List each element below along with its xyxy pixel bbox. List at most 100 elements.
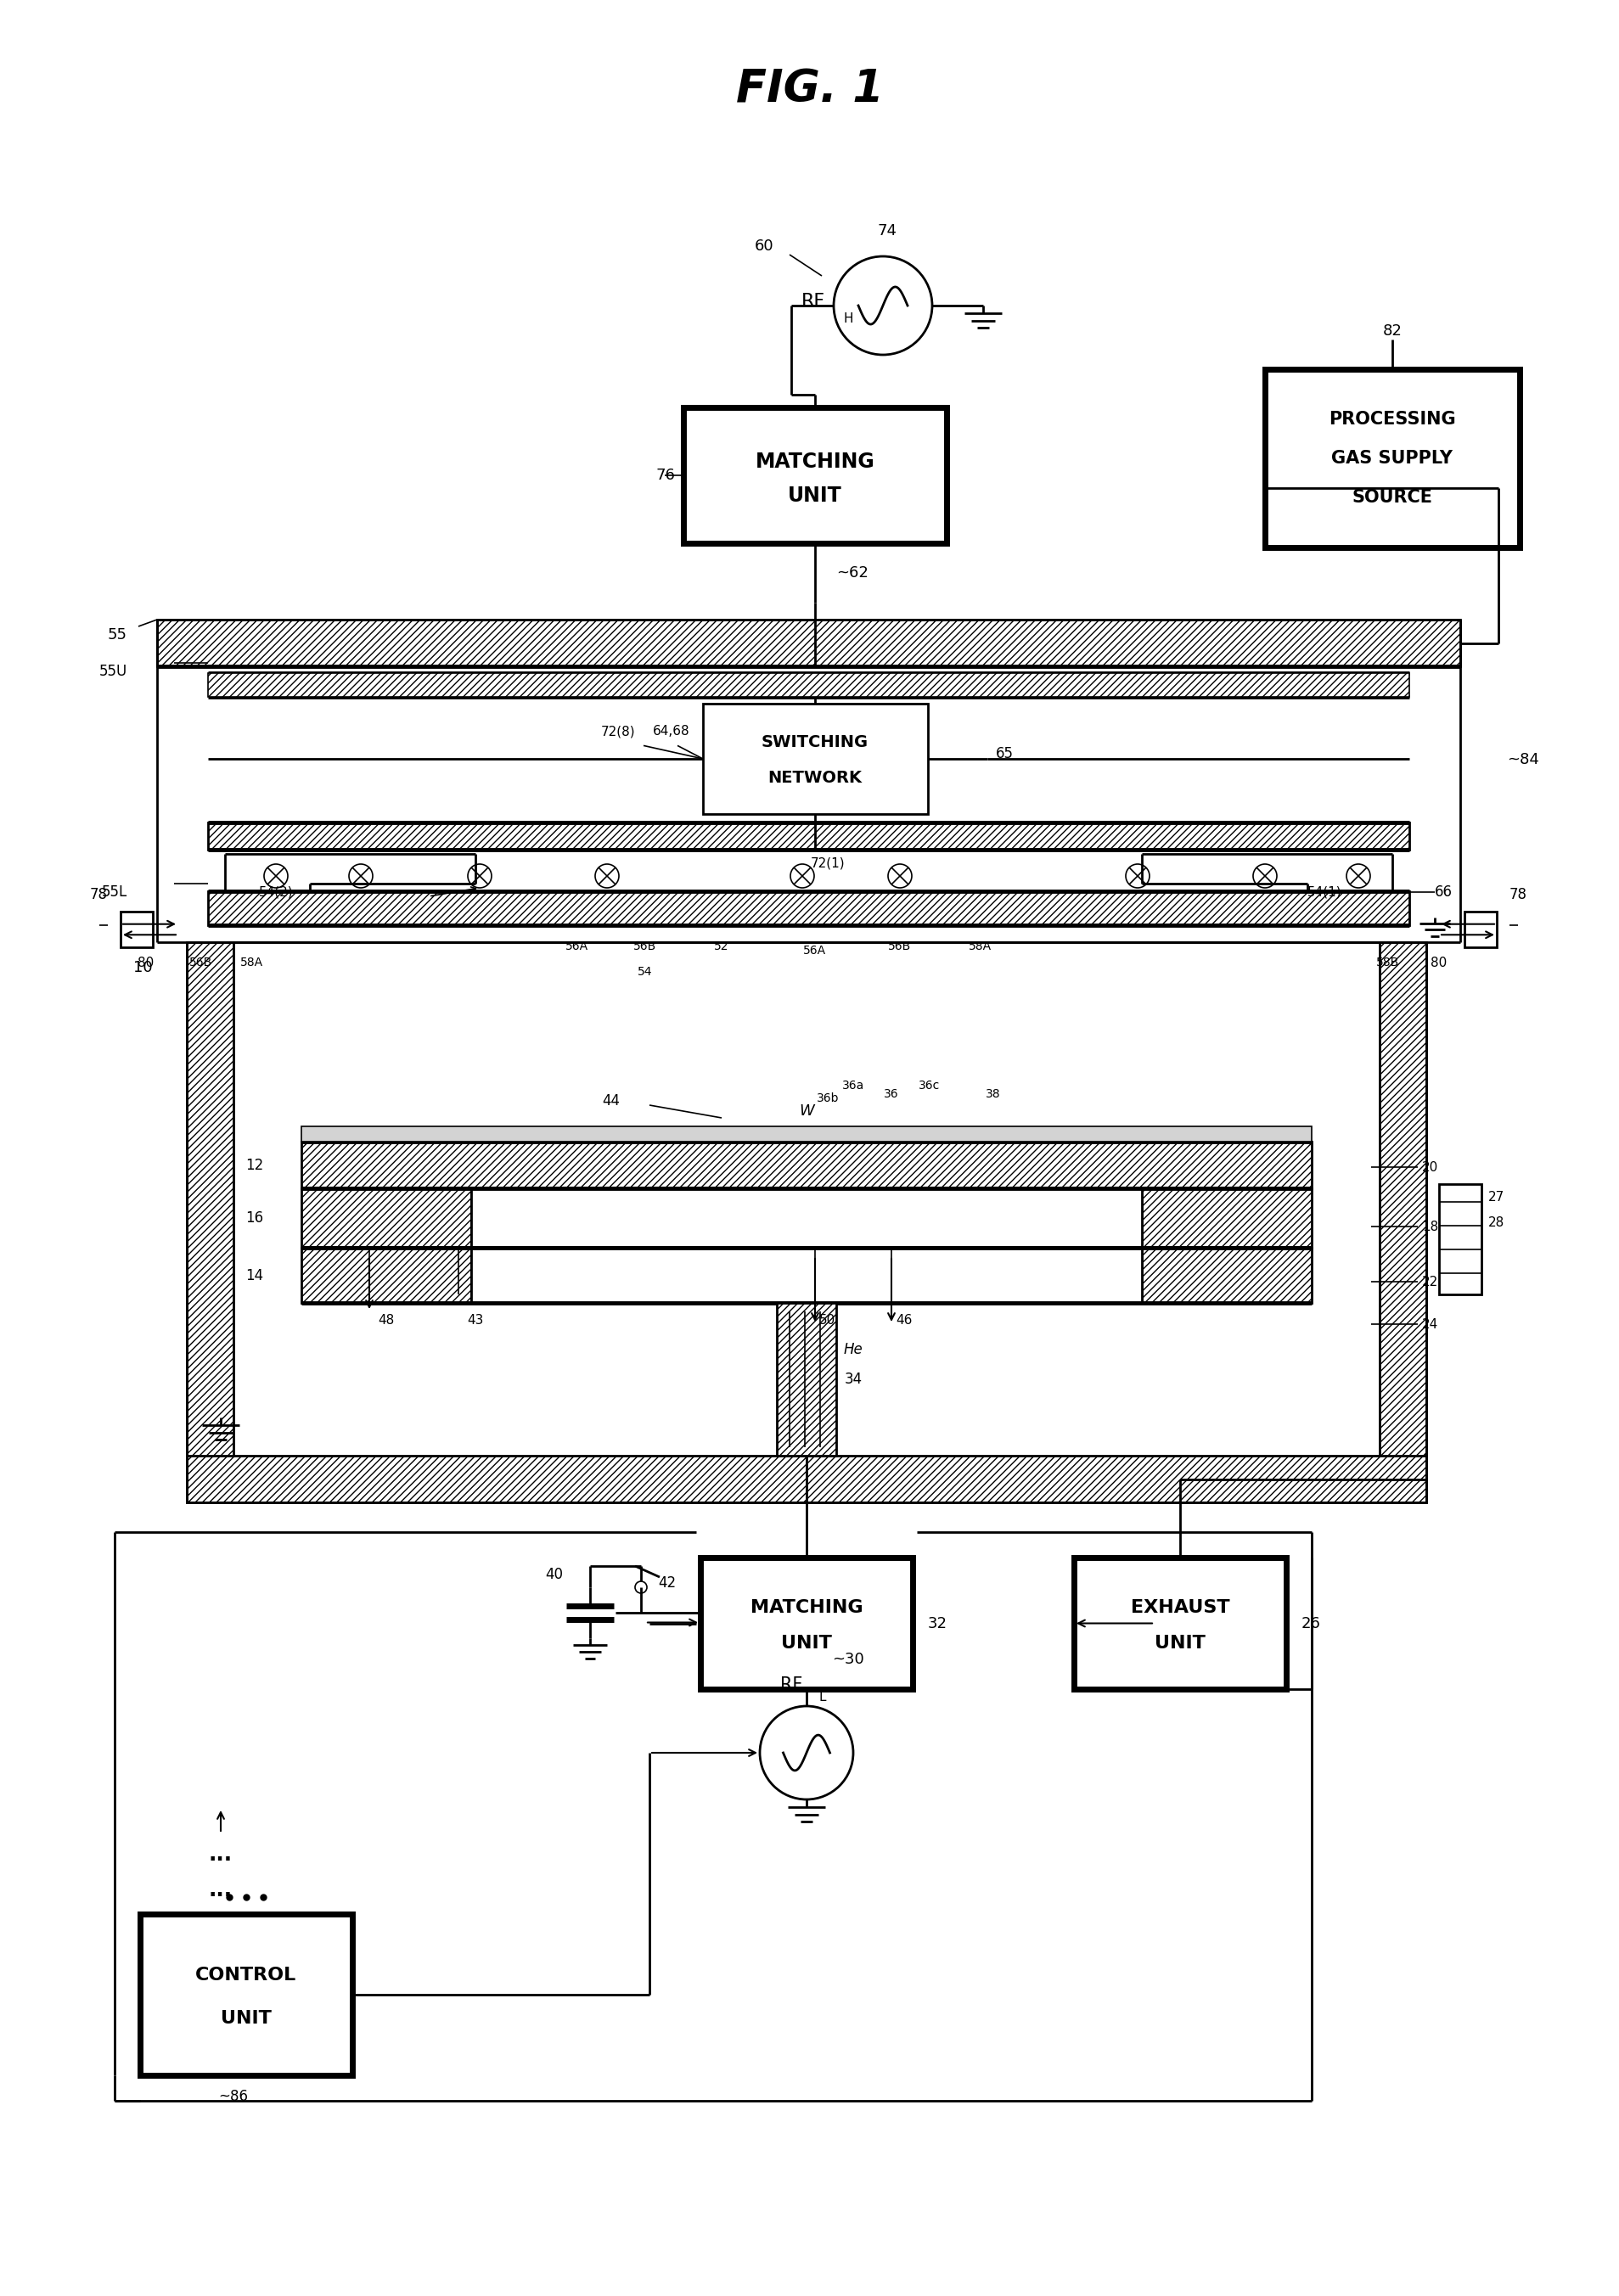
Text: L: L — [819, 1690, 826, 1704]
Text: UNIT: UNIT — [787, 484, 842, 505]
Bar — [1073, 1557, 1285, 1690]
Text: 28: 28 — [1488, 1217, 1504, 1228]
Text: FIG. 1: FIG. 1 — [735, 67, 884, 110]
Text: UNIT: UNIT — [780, 1635, 832, 1651]
Text: 76: 76 — [656, 468, 675, 482]
Text: He: He — [843, 1341, 863, 1357]
Text: GAS SUPPLY: GAS SUPPLY — [1331, 450, 1452, 466]
Text: UNIT: UNIT — [1154, 1635, 1205, 1651]
Bar — [301, 1189, 471, 1247]
Bar — [471, 1247, 1141, 1302]
Text: SWITCHING: SWITCHING — [761, 735, 868, 751]
Text: H: H — [843, 312, 853, 326]
Text: 56A: 56A — [565, 941, 589, 953]
Text: 52: 52 — [714, 941, 729, 953]
Text: 56B: 56B — [887, 941, 911, 953]
Text: 48: 48 — [377, 1313, 393, 1327]
Bar — [186, 1456, 1426, 1502]
Text: 66: 66 — [1434, 884, 1452, 900]
Text: EXHAUST: EXHAUST — [1130, 1598, 1229, 1616]
Text: 55U: 55U — [99, 664, 128, 680]
Text: 18: 18 — [1421, 1219, 1438, 1233]
Text: MATCHING: MATCHING — [750, 1598, 863, 1616]
Bar — [1264, 370, 1519, 546]
Text: ~62: ~62 — [835, 565, 868, 581]
Bar — [139, 1915, 353, 2076]
Bar — [1379, 941, 1426, 1502]
Text: 43: 43 — [466, 1313, 482, 1327]
Text: 46: 46 — [895, 1313, 911, 1327]
Text: SOURCE: SOURCE — [1352, 489, 1431, 505]
Bar — [207, 822, 1409, 850]
Bar — [157, 620, 1459, 666]
Text: 32: 32 — [928, 1616, 947, 1630]
Text: 50: 50 — [819, 1313, 835, 1327]
Bar — [777, 1302, 835, 1456]
Text: 55L: 55L — [102, 884, 128, 900]
Text: 72(1): 72(1) — [811, 856, 845, 870]
Text: 36a: 36a — [842, 1079, 865, 1091]
Text: 34: 34 — [843, 1371, 861, 1387]
Text: CONTROL: CONTROL — [196, 1968, 296, 1984]
Text: 44: 44 — [602, 1093, 620, 1109]
Bar — [1438, 1185, 1481, 1295]
Bar — [1141, 1189, 1311, 1247]
Text: 22: 22 — [1421, 1274, 1438, 1288]
Text: 58A: 58A — [968, 941, 991, 953]
Text: 80: 80 — [138, 955, 154, 969]
Bar — [120, 912, 152, 948]
Bar — [207, 891, 1409, 925]
Bar — [471, 1189, 1141, 1247]
Bar — [186, 941, 233, 1502]
Text: 26: 26 — [1300, 1616, 1319, 1630]
Text: 27: 27 — [1488, 1189, 1504, 1203]
Text: 12: 12 — [244, 1157, 262, 1173]
Bar — [703, 703, 928, 815]
Text: 58B: 58B — [1376, 957, 1399, 969]
Bar — [1141, 1247, 1311, 1302]
Text: 78: 78 — [91, 886, 108, 902]
Text: 56A: 56A — [803, 944, 826, 957]
Text: NETWORK: NETWORK — [767, 769, 861, 785]
Text: ~84: ~84 — [1506, 753, 1538, 767]
Bar — [207, 673, 1409, 698]
Text: ...: ... — [209, 1880, 233, 1901]
Text: 54: 54 — [638, 967, 652, 978]
Text: 78: 78 — [1509, 886, 1527, 902]
Text: 56B: 56B — [189, 957, 212, 969]
Text: ~30: ~30 — [832, 1651, 863, 1667]
Text: 54(1): 54(1) — [1307, 886, 1341, 898]
Bar — [301, 1247, 471, 1302]
Text: 24: 24 — [1421, 1318, 1438, 1329]
Text: 20: 20 — [1421, 1162, 1438, 1173]
Text: 36: 36 — [884, 1088, 899, 1100]
Text: W: W — [798, 1104, 814, 1118]
Text: 58A: 58A — [241, 957, 264, 969]
Text: ...: ... — [209, 1844, 233, 1864]
Text: 55: 55 — [108, 627, 128, 643]
Text: 42: 42 — [657, 1575, 675, 1591]
Text: 80: 80 — [1430, 955, 1446, 969]
Text: 40: 40 — [546, 1566, 563, 1582]
Text: 74: 74 — [877, 223, 897, 239]
Text: 72(8): 72(8) — [601, 726, 635, 737]
Text: 36c: 36c — [918, 1079, 941, 1091]
Text: PROCESSING: PROCESSING — [1328, 411, 1455, 427]
Text: 60: 60 — [754, 239, 774, 255]
Text: 16: 16 — [244, 1210, 262, 1226]
Text: 54(2): 54(2) — [259, 886, 293, 898]
Bar — [301, 1127, 1311, 1141]
Bar — [683, 406, 945, 544]
Text: RF: RF — [779, 1676, 801, 1694]
Text: RF: RF — [801, 294, 824, 310]
Text: ~86: ~86 — [219, 2089, 248, 2103]
Text: 65: 65 — [996, 746, 1013, 760]
Text: 36b: 36b — [816, 1093, 839, 1104]
Text: 82: 82 — [1383, 324, 1402, 340]
Text: 64,68: 64,68 — [652, 726, 690, 737]
Text: UNIT: UNIT — [220, 2011, 272, 2027]
Bar — [301, 1141, 1311, 1189]
Bar — [1464, 912, 1496, 948]
Text: 56B: 56B — [633, 941, 656, 953]
Text: 14: 14 — [244, 1267, 262, 1283]
